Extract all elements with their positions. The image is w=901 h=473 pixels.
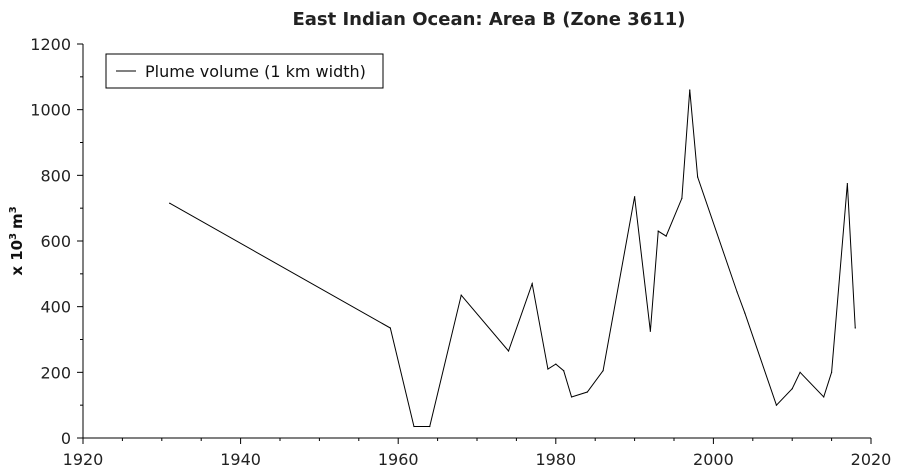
data-point: [460, 294, 462, 296]
axis-ticks: 1920 1940 1960 1980 2000 2020 0 200 400 600 800 100…: [30, 35, 891, 469]
data-point: [799, 371, 801, 373]
x-tick-label: 1980: [535, 450, 576, 469]
data-point: [602, 370, 604, 372]
data-point: [563, 370, 565, 372]
data-point: [429, 425, 431, 428]
x-tick-label: 1940: [220, 450, 261, 469]
legend-box: [105, 53, 384, 89]
data-point: [169, 202, 171, 204]
y-tick-label: 0: [61, 429, 71, 448]
data-point: [736, 291, 738, 293]
legend-label: Plume volume (1 km width): [145, 62, 366, 81]
data-point: [681, 197, 683, 199]
y-axis-label: x 103m3: [8, 206, 26, 275]
data-point: [823, 396, 825, 398]
data-point: [775, 404, 778, 406]
series-line: [169, 89, 856, 428]
y-axis-label-unit: m: [8, 213, 26, 229]
x-tick-label: 1960: [378, 450, 419, 469]
data-point: [547, 368, 549, 370]
data-point: [846, 182, 848, 185]
data-point: [831, 371, 833, 373]
y-tick-label: 600: [40, 232, 71, 251]
y-tick-label: 1000: [30, 101, 71, 120]
y-axis-label-unit-exp: 3: [8, 206, 19, 213]
data-point: [555, 363, 557, 365]
x-tick-label: 2020: [851, 450, 892, 469]
y-axis-label-prefix: x 10: [8, 240, 26, 276]
x-tick-label: 2000: [693, 450, 734, 469]
data-point: [586, 391, 588, 393]
data-point: [689, 89, 691, 91]
data-point: [507, 350, 510, 352]
data-point: [665, 235, 667, 237]
plot-area: [169, 89, 856, 428]
y-tick-label: 1200: [30, 35, 71, 54]
x-tick-label: 1920: [63, 450, 104, 469]
data-point: [389, 327, 391, 329]
y-axis-label-exp: 3: [8, 233, 19, 240]
data-point: [570, 396, 573, 398]
y-tick-label: 400: [40, 298, 71, 317]
data-point: [413, 425, 415, 428]
data-point: [744, 312, 746, 314]
chart-title: East Indian Ocean: Area B (Zone 3611): [292, 9, 685, 30]
data-point: [649, 330, 651, 332]
legend: Plume volume (1 km width): [105, 53, 384, 89]
data-point: [657, 230, 659, 232]
data-point: [697, 176, 699, 178]
y-tick-label: 800: [40, 166, 71, 185]
data-point: [854, 327, 856, 329]
data-point: [531, 283, 533, 285]
y-tick-label: 200: [40, 363, 71, 382]
data-point: [634, 196, 636, 198]
data-point: [791, 388, 793, 390]
